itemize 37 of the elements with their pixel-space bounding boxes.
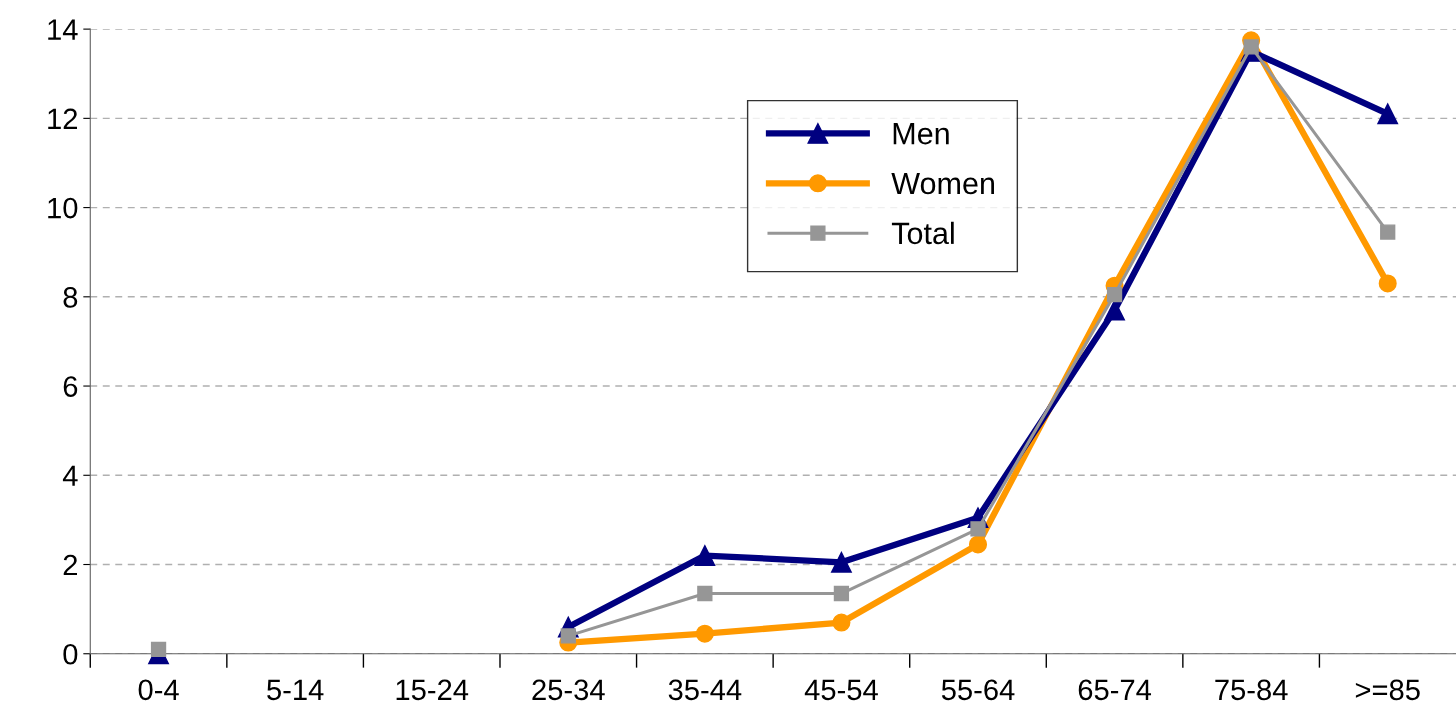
legend-label: Women (891, 173, 994, 195)
x-tick-label: 5-14 (267, 679, 324, 701)
x-tick-label: 65-74 (1078, 679, 1152, 701)
x-tick-label: 15-24 (396, 679, 469, 701)
y-tick-label: 14 (48, 19, 78, 40)
x-tick-label: 55-64 (941, 679, 1015, 701)
x-tick-label: >=85 (1355, 679, 1420, 701)
point (697, 585, 713, 602)
point (968, 535, 988, 554)
x-tick-label: 75-84 (1215, 679, 1288, 701)
y-tick-label: 8 (63, 287, 78, 308)
point (832, 613, 851, 632)
x-tick-label: 45-54 (804, 679, 878, 701)
point (1380, 224, 1396, 240)
y-tick-label: 4 (62, 465, 78, 486)
point (1377, 103, 1399, 125)
point (1106, 286, 1123, 303)
legend-label: Total (891, 221, 954, 245)
point (1378, 274, 1397, 293)
point (150, 641, 167, 657)
y-tick-label: 10 (48, 197, 78, 219)
point (695, 624, 714, 643)
y-tick-label: 0 (63, 643, 78, 665)
point (970, 521, 986, 537)
point (1104, 299, 1125, 321)
y-tick-label: 6 (63, 376, 78, 397)
y-tick-label: 2 (63, 554, 77, 576)
x-tick-label: 0-4 (138, 679, 179, 701)
y-tick-label: 12 (48, 108, 78, 129)
point (833, 585, 850, 602)
point (1243, 39, 1259, 55)
point (560, 628, 576, 644)
point (831, 551, 852, 573)
x-tick-label: 25-34 (532, 679, 605, 701)
legend-label: Men (893, 123, 949, 145)
point (694, 545, 716, 567)
x-tick-label: 35-44 (668, 679, 742, 701)
